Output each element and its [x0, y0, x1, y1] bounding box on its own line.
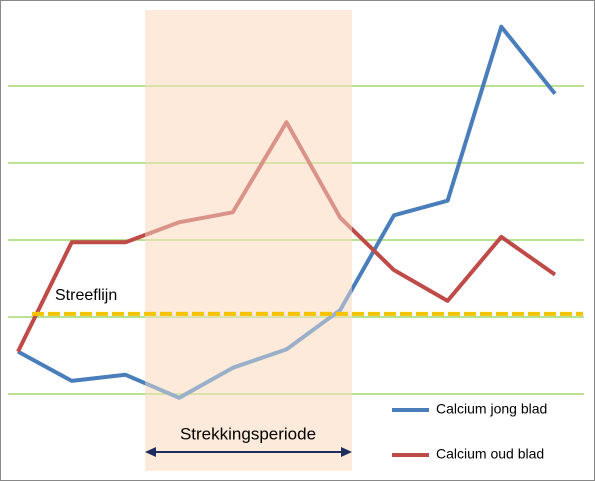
period-label: Strekkingsperiode [180, 424, 316, 443]
arrow-head [145, 447, 156, 457]
series-line [17, 24, 557, 400]
legend-label: Calcium jong blad [436, 401, 547, 417]
legend-label: Calcium oud blad [436, 446, 544, 462]
arrow-head [341, 447, 352, 457]
target-label: Streeflijn [55, 287, 117, 304]
period-overlay [145, 10, 352, 471]
series-line [16, 120, 557, 353]
